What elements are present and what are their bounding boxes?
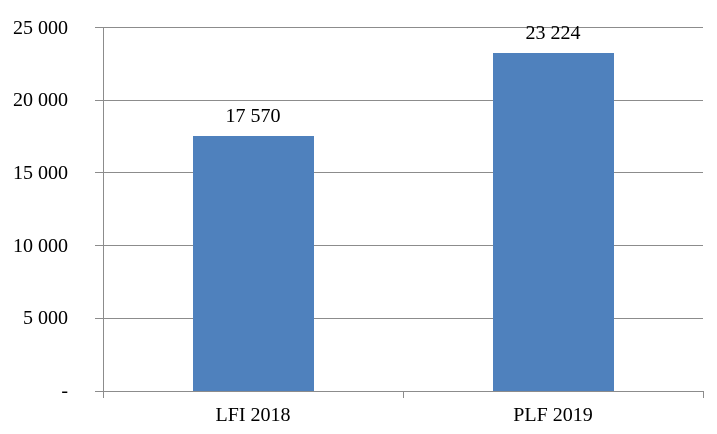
bar xyxy=(492,53,614,391)
y-axis-tick xyxy=(95,317,103,319)
y-axis-tick xyxy=(95,99,103,101)
gridline xyxy=(103,317,703,319)
y-tick-label: 25 000 xyxy=(13,16,68,39)
gridline xyxy=(103,27,703,28)
x-axis-tick xyxy=(103,391,104,398)
y-tick-label: 15 000 xyxy=(13,161,68,184)
y-axis-line xyxy=(103,27,104,391)
bar-value-label: 17 570 xyxy=(225,104,281,127)
y-axis-tick xyxy=(95,27,103,28)
y-axis-tick xyxy=(95,245,103,247)
x-category-label: LFI 2018 xyxy=(215,404,291,426)
y-tick-label: 5 000 xyxy=(23,307,68,330)
y-tick-label: - xyxy=(61,380,68,402)
y-tick-label: 10 000 xyxy=(13,234,68,257)
gridline xyxy=(103,245,703,247)
gridline xyxy=(103,172,703,174)
x-axis-tick xyxy=(403,391,404,398)
y-axis-tick xyxy=(95,390,103,392)
x-axis-tick xyxy=(703,391,704,398)
y-tick-label: 20 000 xyxy=(13,89,68,112)
bar-value-label: 23 224 xyxy=(525,22,581,45)
bar xyxy=(192,135,314,391)
gridline xyxy=(103,99,703,101)
x-category-label: PLF 2019 xyxy=(513,404,593,426)
y-axis-tick xyxy=(95,172,103,174)
